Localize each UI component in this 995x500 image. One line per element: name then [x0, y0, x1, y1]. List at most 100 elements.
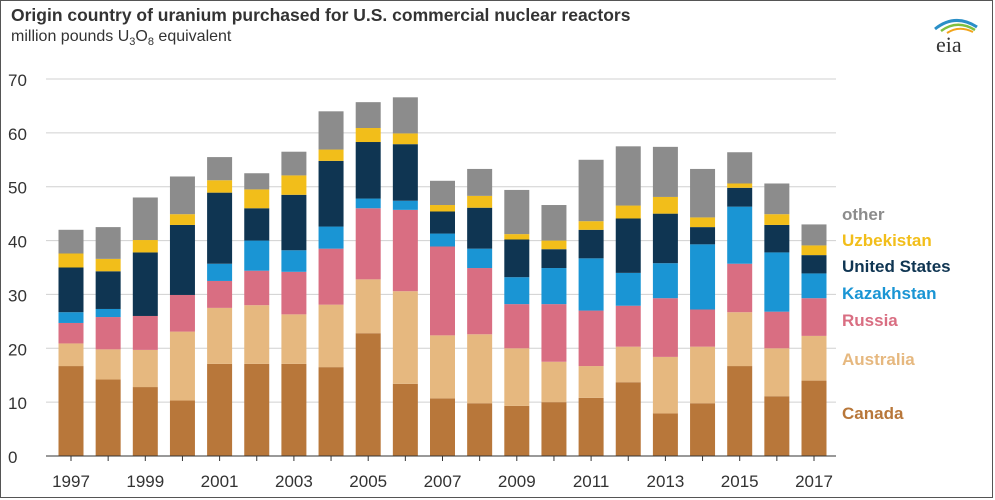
- bar-segment-australia-2006: [392, 291, 418, 384]
- bar-segment-australia-2013: [652, 356, 678, 414]
- legend-item-uzbekistan: Uzbekistan: [842, 231, 932, 250]
- bar-segment-united-states-2011: [578, 229, 604, 259]
- bar-segment-other-1998: [95, 227, 121, 259]
- bar-segment-russia-2005: [355, 208, 381, 280]
- bar-stack-2012: [615, 146, 641, 456]
- bar-segment-united-states-2006: [392, 144, 418, 201]
- bar-segment-uzbekistan-2005: [355, 128, 381, 143]
- bar-segment-australia-2001: [207, 307, 233, 364]
- y-tick-label: 0: [8, 448, 17, 467]
- bar-segment-uzbekistan-1998: [95, 258, 121, 272]
- bar-segment-kazakhstan-2014: [690, 244, 716, 310]
- bar-segment-australia-2000: [169, 331, 195, 401]
- chart-subtitle: million pounds U3O8 equivalent: [11, 28, 231, 48]
- bar-segment-russia-2006: [392, 209, 418, 292]
- bar-stack-2007: [430, 180, 455, 456]
- bar-segment-uzbekistan-2017: [801, 245, 827, 256]
- bar-segment-other-2000: [169, 176, 195, 215]
- bar-stack-2006: [392, 97, 418, 456]
- bar-segment-kazakhstan-2013: [652, 263, 678, 299]
- bar-segment-uzbekistan-1999: [132, 240, 158, 253]
- bar-segment-russia-1998: [95, 317, 121, 350]
- bar-segment-canada-2014: [690, 403, 716, 456]
- x-tick-label: 2013: [646, 472, 684, 491]
- bar-segment-uzbekistan-2016: [764, 214, 790, 225]
- x-tick-label: 1999: [126, 472, 164, 491]
- bar-segment-other-2009: [504, 189, 530, 235]
- bar-segment-canada-1998: [95, 379, 121, 456]
- bar-segment-kazakhstan-2001: [207, 263, 233, 281]
- bar-segment-other-2016: [764, 183, 790, 215]
- bar-segment-other-2010: [541, 205, 567, 241]
- bar-segment-united-states-2010: [541, 249, 567, 269]
- legend-item-kazakhstan: Kazakhstan: [842, 284, 937, 303]
- bar-segment-other-2001: [207, 157, 233, 181]
- bar-stack-2009: [504, 189, 530, 456]
- bar-segment-australia-2014: [690, 346, 716, 404]
- bar-segment-australia-2016: [764, 348, 790, 397]
- bar-segment-uzbekistan-1997: [58, 253, 84, 268]
- bar-stack-2008: [467, 168, 493, 456]
- bar-stack-2000: [169, 176, 195, 456]
- bar-segment-australia-2015: [727, 312, 753, 367]
- bar-segment-australia-2010: [541, 361, 567, 403]
- bar-segment-canada-1997: [58, 366, 84, 456]
- bar-segment-russia-2011: [578, 310, 604, 367]
- subtitle-mid: O: [135, 28, 148, 45]
- x-tick-label: 2015: [721, 472, 759, 491]
- y-tick-label: 30: [8, 286, 27, 305]
- bar-segment-united-states-2009: [504, 239, 530, 278]
- bar-segment-uzbekistan-2004: [318, 149, 344, 161]
- bar-layer: [58, 97, 827, 456]
- bar-segment-kazakhstan-2011: [578, 258, 604, 311]
- bar-segment-other-2012: [615, 146, 641, 206]
- y-axis-ticks: 0 10 20 30 40 50 60 70: [8, 71, 27, 467]
- bar-segment-united-states-2001: [207, 192, 233, 264]
- bar-segment-kazakhstan-2015: [727, 206, 753, 264]
- bar-segment-australia-1998: [95, 349, 121, 380]
- bar-segment-russia-2013: [652, 298, 678, 357]
- bar-stack-2002: [244, 173, 270, 456]
- bar-segment-other-2004: [318, 111, 344, 150]
- bar-segment-kazakhstan-2005: [355, 198, 381, 209]
- bar-segment-united-states-1999: [132, 252, 158, 316]
- bar-segment-russia-2012: [615, 305, 641, 347]
- bar-stack-2010: [541, 205, 567, 456]
- bar-segment-canada-2016: [764, 396, 790, 456]
- bar-segment-russia-2003: [281, 271, 307, 315]
- bar-segment-australia-2004: [318, 304, 344, 368]
- bar-segment-kazakhstan-1998: [95, 308, 121, 318]
- bar-segment-canada-2004: [318, 367, 344, 456]
- bar-segment-united-states-2014: [690, 227, 716, 245]
- y-tick-label: 50: [8, 179, 27, 198]
- legend-item-russia: Russia: [842, 311, 898, 330]
- bar-segment-canada-2003: [281, 363, 307, 456]
- bar-segment-australia-2002: [244, 305, 270, 364]
- bar-stack-2005: [355, 102, 381, 456]
- x-tick-label: 2001: [201, 472, 239, 491]
- logo-arc-orange: [946, 27, 974, 34]
- bar-stack-2016: [764, 183, 790, 456]
- bar-stack-2003: [281, 151, 307, 456]
- bar-segment-canada-2006: [392, 383, 418, 456]
- bar-segment-uzbekistan-2010: [541, 240, 567, 250]
- eia-logo: eia: [934, 19, 978, 57]
- legend-item-other: other: [842, 205, 885, 224]
- y-tick-label: 10: [8, 394, 27, 413]
- bar-segment-canada-2000: [169, 400, 195, 456]
- bar-segment-kazakhstan-2006: [392, 200, 418, 210]
- bar-segment-uzbekistan-2013: [652, 196, 678, 214]
- bar-segment-uzbekistan-2003: [281, 175, 307, 195]
- logo-arc-blue: [934, 19, 978, 31]
- x-tick-label: 1997: [52, 472, 90, 491]
- y-tick-label: 40: [8, 233, 27, 252]
- subtitle-suffix: equivalent: [153, 28, 232, 45]
- bar-segment-canada-2017: [801, 380, 827, 456]
- bar-segment-other-2015: [727, 152, 753, 184]
- y-tick-label: 20: [8, 340, 27, 359]
- bar-stack-1997: [58, 229, 84, 456]
- bar-segment-canada-2007: [430, 398, 455, 456]
- bar-segment-united-states-2008: [467, 207, 493, 249]
- bar-segment-uzbekistan-2001: [207, 180, 233, 193]
